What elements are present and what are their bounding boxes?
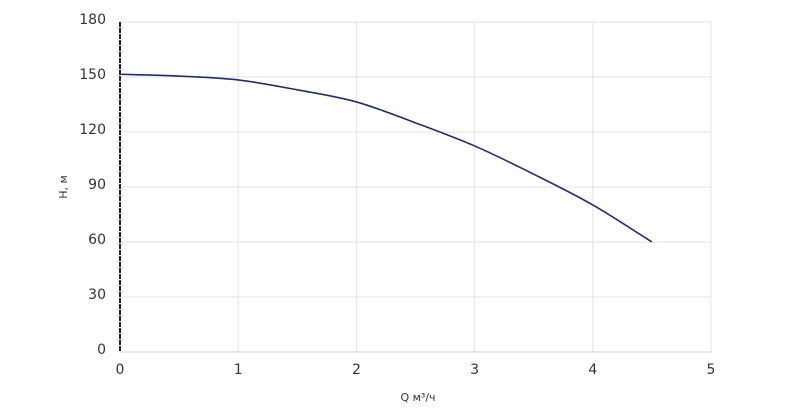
y-tick-label: 30: [88, 287, 106, 303]
y-tick-label: 120: [79, 122, 106, 138]
y-tick-label: 150: [79, 67, 106, 83]
y-tick-label: 90: [88, 177, 106, 193]
x-tick-label: 3: [470, 362, 479, 378]
data-line: [119, 73, 653, 243]
y-tick-label: 0: [97, 342, 106, 358]
x-tick-label: 5: [707, 362, 716, 378]
x-tick-label: 4: [588, 362, 597, 378]
x-tick-label: 0: [116, 362, 125, 378]
y-axis-title: H, м: [57, 175, 70, 199]
x-tick-label: 2: [352, 362, 361, 378]
y-tick-label: 180: [79, 12, 106, 28]
x-axis-title: Q м³/ч: [400, 391, 435, 404]
x-tick-label: 1: [234, 362, 243, 378]
y-tick-label: 60: [88, 232, 106, 248]
